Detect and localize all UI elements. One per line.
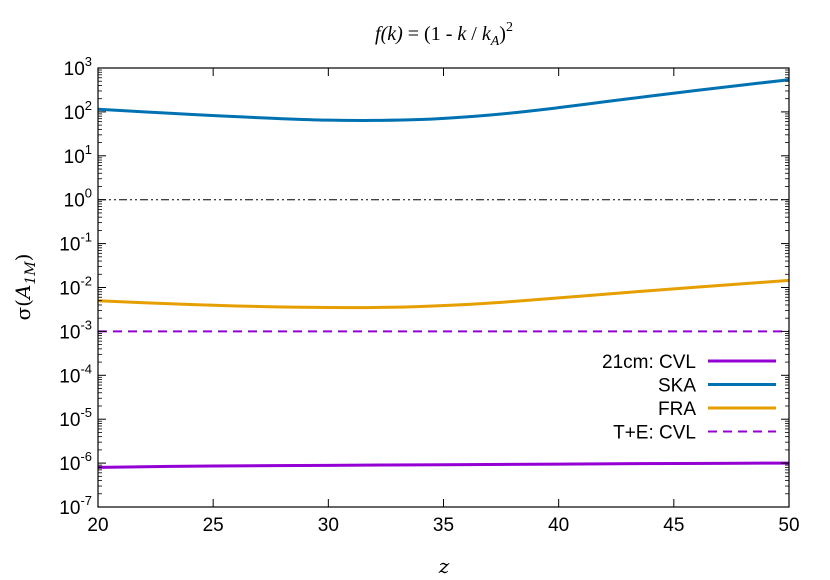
series-line-fra	[97, 278, 790, 310]
x-tick-label: 35	[433, 515, 454, 536]
y-tick-label: 10-7	[59, 493, 92, 519]
chart-title: f(k) = (1 - k / kA)2	[375, 20, 513, 49]
y-tick-label: 10-1	[59, 230, 92, 256]
y-tick-label: 10-4	[59, 361, 92, 387]
y-tick-label: 10-6	[59, 449, 92, 475]
plot-area	[97, 78, 790, 469]
legend-label-ska: SKA	[658, 376, 696, 397]
legend-label-21cm-cvl: 21cm: CVL	[602, 352, 696, 373]
y-tick-label: 10-5	[59, 405, 92, 431]
x-axis-label: z	[438, 554, 450, 578]
series-line-ska	[97, 78, 790, 122]
x-tick-label: 30	[318, 515, 339, 536]
y-tick-label: 10-3	[59, 317, 92, 343]
x-tick-label: 50	[778, 515, 799, 536]
y-tick-label: 10-2	[59, 274, 92, 300]
y-axis-label: σ(A1M)	[11, 254, 39, 321]
legend-label-fra: FRA	[658, 399, 696, 420]
y-tick-label: 101	[64, 142, 92, 168]
axes: 20 25 30 35 40 45 50 103 102 101 100 10-1 10-2 10-3 10…	[59, 54, 799, 536]
x-tick-label: 25	[203, 515, 224, 536]
y-tick-label: 100	[64, 186, 92, 212]
legend-label-t-e-cvl: T+E: CVL	[613, 423, 696, 444]
y-tick-label: 103	[64, 54, 92, 80]
x-tick-label: 20	[87, 515, 108, 536]
x-tick-label: 45	[663, 515, 684, 536]
x-tick-label: 40	[548, 515, 569, 536]
y-tick-label: 102	[64, 98, 92, 124]
series-line-21cm-cvl	[97, 461, 790, 469]
